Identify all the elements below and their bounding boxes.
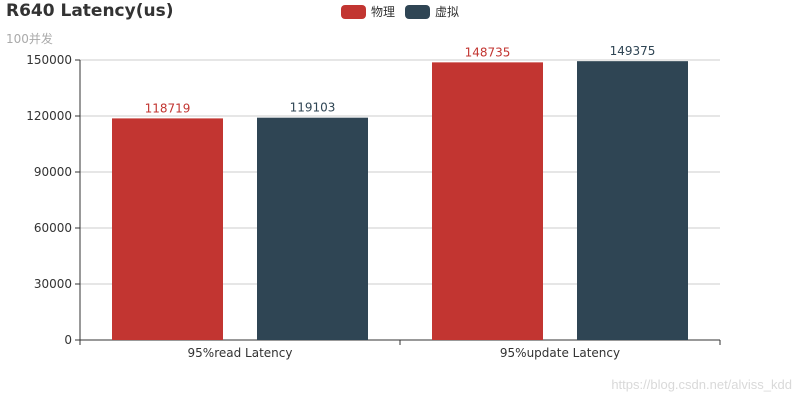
chart-subtitle: 100并发	[6, 32, 53, 46]
legend-label-physical: 物理	[371, 5, 396, 19]
bar-labels: 118719 119103 148735 149375	[145, 44, 656, 115]
legend-swatch-virtual	[405, 4, 431, 19]
legend-swatch-physical	[341, 4, 366, 19]
bar-value-label: 148735	[465, 45, 511, 59]
legend-item-physical[interactable]: 物理	[341, 3, 395, 20]
watermark: https://blog.csdn.net/alviss_kdd	[611, 377, 792, 392]
bar	[112, 118, 223, 340]
bar	[432, 62, 543, 341]
x-axis: 95%read Latency 95%update Latency	[79, 339, 721, 360]
y-tick-label: 60000	[34, 221, 72, 235]
y-axis: 0 30000 60000 90000 120000 150000	[26, 53, 81, 347]
y-tick-label: 120000	[26, 109, 72, 123]
y-tick-label: 0	[64, 333, 72, 347]
bar-value-label: 149375	[610, 44, 656, 58]
legend: 物理 虚拟	[341, 3, 459, 20]
bars	[112, 61, 688, 341]
legend-item-virtual[interactable]: 虚拟	[405, 3, 459, 20]
bar-value-label: 119103	[290, 101, 336, 115]
x-tick-label: 95%read Latency	[188, 346, 293, 360]
chart-title: R640 Latency(us)	[6, 1, 174, 21]
bar-value-label: 118719	[145, 101, 191, 115]
bar	[257, 117, 368, 340]
bar	[577, 61, 688, 341]
y-tick-label: 30000	[34, 277, 72, 291]
legend-label-virtual: 虚拟	[435, 5, 460, 19]
y-tick-label: 90000	[34, 165, 72, 179]
x-tick-label: 95%update Latency	[500, 346, 620, 360]
y-tick-label: 150000	[26, 53, 72, 67]
